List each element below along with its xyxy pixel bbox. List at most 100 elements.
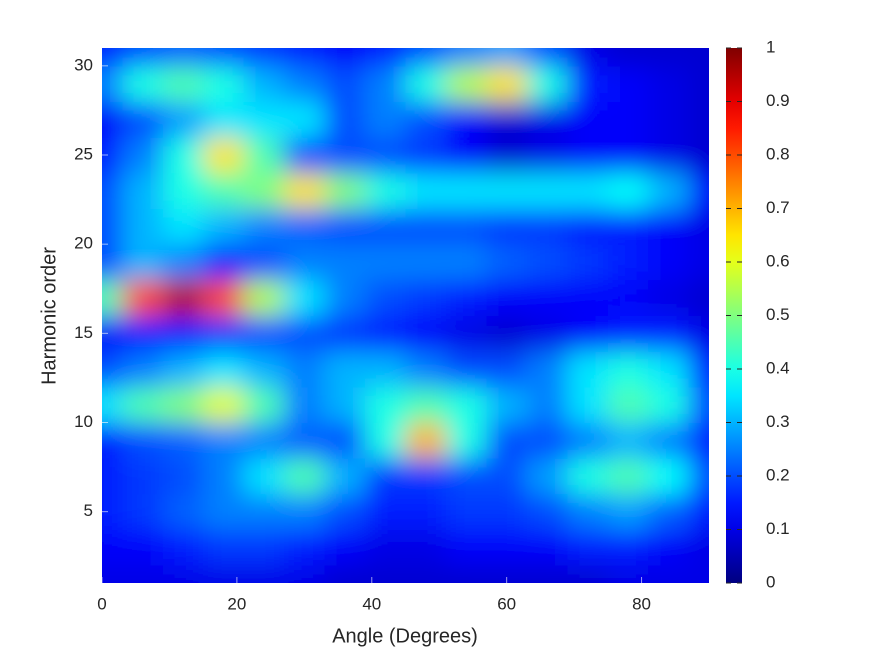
heatmap-cell: [284, 48, 326, 67]
heatmap-cell: [324, 351, 366, 388]
heatmap-cell: [405, 458, 447, 495]
heatmap-cell: [648, 279, 690, 316]
heatmap-cell: [648, 458, 690, 495]
heatmap-cell: [486, 351, 528, 388]
heatmap-cell: [486, 529, 528, 566]
heatmap-cell: [445, 315, 487, 352]
x-tick-label: 40: [362, 594, 381, 613]
heatmap-cell: [162, 565, 204, 583]
heatmap-cell: [324, 101, 366, 138]
heatmap-cell: [203, 422, 245, 459]
heatmap-cell: [284, 422, 326, 459]
heatmap-cell: [405, 493, 447, 530]
heatmap-cell: [203, 493, 245, 530]
heatmap-cell: [486, 101, 528, 138]
heatmap-cell: [648, 565, 690, 583]
colorbar-tick-label: 0.3: [766, 412, 790, 431]
heatmap-cell: [567, 208, 609, 245]
heatmap-cell: [284, 351, 326, 388]
heatmap-cell: [607, 458, 649, 495]
heatmap-cell: [445, 172, 487, 209]
heatmap-cell: [122, 208, 164, 245]
heatmap-cell: [526, 279, 568, 316]
heatmap-cell: [526, 137, 568, 174]
colorbar-tick-label: 0.4: [766, 358, 790, 377]
heatmap-cell: [324, 172, 366, 209]
heatmap-cell: [162, 172, 204, 209]
heatmap-cell: [203, 48, 245, 67]
heatmap-cell: [445, 565, 487, 583]
heatmap-cell: [567, 279, 609, 316]
heatmap-cell: [688, 172, 709, 209]
heatmap-cell: [162, 279, 204, 316]
heatmap-cell: [122, 137, 164, 174]
heatmap-cell: [365, 493, 406, 530]
heatmap-cell: [243, 493, 285, 530]
heatmap-cell: [607, 172, 649, 209]
heatmap-cell: [102, 65, 123, 102]
heatmap-cell: [648, 137, 690, 174]
heatmap-cell: [284, 137, 326, 174]
heatmap-cell: [162, 529, 204, 566]
heatmap-cell: [122, 386, 164, 423]
heatmap-cell: [122, 565, 164, 583]
y-tick-label: 5: [84, 501, 93, 520]
heatmap-cell: [365, 208, 406, 245]
heatmap-cell: [203, 315, 245, 352]
heatmap-cell: [102, 422, 123, 459]
heatmap-cell: [243, 315, 285, 352]
heatmap-cell: [607, 208, 649, 245]
heatmap-cell: [122, 48, 164, 67]
heatmap-cell: [445, 48, 487, 67]
x-tick-label: 0: [97, 594, 106, 613]
heatmap-cell: [486, 48, 528, 67]
heatmap-cell: [284, 101, 326, 138]
heatmap-cell: [526, 65, 568, 102]
heatmap-cell: [365, 458, 406, 495]
heatmap-cell: [365, 172, 406, 209]
heatmap-cell: [122, 529, 164, 566]
heatmap-cell: [607, 65, 649, 102]
colorbar-tick-label: 0.6: [766, 251, 790, 270]
heatmap-cell: [405, 172, 447, 209]
heatmap-cell: [284, 493, 326, 530]
heatmap-cell: [445, 137, 487, 174]
heatmap-cell: [102, 458, 123, 495]
heatmap-cell: [284, 279, 326, 316]
heatmap-cell: [162, 48, 204, 67]
heatmap-cell: [688, 386, 709, 423]
y-tick-label: 20: [74, 234, 93, 253]
heatmap-cell: [122, 315, 164, 352]
heatmap-cell: [526, 244, 568, 281]
heatmap-cell: [405, 65, 447, 102]
heatmap-cells: [102, 48, 709, 583]
heatmap-cell: [162, 315, 204, 352]
heatmap-cell: [648, 386, 690, 423]
heatmap-cell: [648, 244, 690, 281]
heatmap-cell: [324, 315, 366, 352]
heatmap-cell: [648, 48, 690, 67]
heatmap-cell: [688, 137, 709, 174]
heatmap-cell: [102, 48, 123, 67]
heatmap-cell: [284, 565, 326, 583]
heatmap-cell: [526, 48, 568, 67]
heatmap-cell: [445, 279, 487, 316]
heatmap-cell: [405, 529, 447, 566]
x-tick-label: 80: [632, 594, 651, 613]
heatmap-cell: [162, 386, 204, 423]
heatmap-cell: [122, 65, 164, 102]
heatmap-cell: [486, 208, 528, 245]
heatmap-cell: [162, 493, 204, 530]
heatmap-cell: [526, 208, 568, 245]
heatmap-cell: [243, 101, 285, 138]
y-tick-label: 30: [74, 55, 93, 74]
heatmap-cell: [203, 458, 245, 495]
heatmap-cell: [243, 351, 285, 388]
heatmap-cell: [688, 422, 709, 459]
heatmap-cell: [486, 493, 528, 530]
heatmap-cell: [567, 48, 609, 67]
heatmap-cell: [567, 137, 609, 174]
heatmap-cell: [486, 315, 528, 352]
heatmap-cell: [162, 351, 204, 388]
heatmap-cell: [122, 493, 164, 530]
